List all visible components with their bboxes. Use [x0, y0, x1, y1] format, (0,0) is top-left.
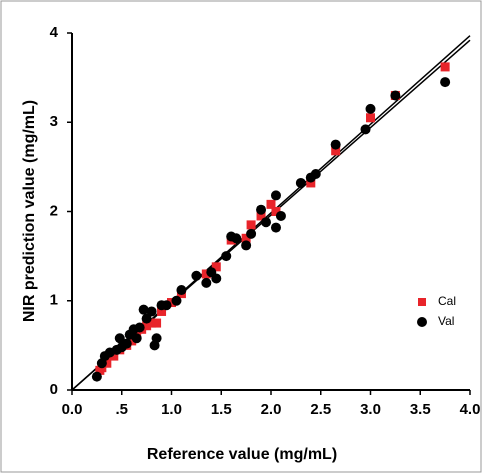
point	[275, 210, 286, 221]
point	[152, 318, 162, 328]
point	[270, 222, 281, 233]
legend	[405, 285, 470, 335]
x-tick-label: 1.5	[211, 401, 232, 418]
point	[266, 199, 276, 209]
point	[390, 90, 401, 101]
point	[131, 333, 142, 344]
point	[360, 124, 371, 135]
x-tick-label: 1.0	[161, 401, 182, 418]
point	[211, 262, 221, 272]
point	[295, 177, 306, 188]
point	[246, 220, 256, 230]
point	[256, 211, 266, 221]
point	[176, 285, 187, 296]
point	[261, 217, 272, 228]
point	[331, 146, 341, 156]
x-tick-label: 3.5	[410, 401, 431, 418]
legend-marker	[418, 298, 426, 306]
point	[440, 62, 450, 72]
y-axis-label: NIR prediction value (mg/mL)	[21, 100, 38, 322]
point	[330, 139, 341, 150]
legend-label: Val	[438, 314, 454, 328]
y-tick-label: 4	[50, 24, 59, 41]
y-tick-label: 1	[50, 292, 58, 309]
point	[134, 322, 145, 333]
x-tick-label: 2.5	[310, 401, 331, 418]
point	[201, 277, 212, 288]
point	[211, 273, 222, 284]
point	[271, 207, 281, 216]
point	[91, 371, 102, 382]
point	[270, 190, 281, 201]
point	[241, 233, 251, 243]
point	[167, 298, 176, 308]
legend-marker	[417, 317, 427, 327]
point	[147, 318, 157, 328]
point	[138, 304, 149, 315]
point	[256, 204, 267, 215]
point	[231, 233, 242, 244]
point	[201, 269, 211, 279]
x-tick-label: 4.0	[460, 401, 481, 418]
point	[157, 306, 167, 316]
point	[127, 336, 137, 346]
point	[310, 169, 321, 180]
point	[440, 77, 451, 88]
point	[241, 240, 252, 251]
y-tick-label: 0	[50, 381, 58, 398]
point	[171, 295, 182, 306]
y-tick-label: 2	[50, 202, 58, 219]
point	[161, 300, 172, 311]
point	[306, 178, 316, 188]
x-tick-label: .5	[115, 401, 128, 418]
point	[141, 313, 152, 324]
x-tick-label: 3.0	[360, 401, 381, 418]
point	[146, 306, 157, 317]
point	[246, 228, 257, 239]
point	[142, 321, 152, 331]
point	[221, 251, 232, 262]
point	[191, 270, 202, 281]
point	[365, 103, 376, 114]
legend-label: Cal	[438, 294, 456, 308]
point	[151, 333, 162, 344]
x-tick-label: 2.0	[261, 401, 282, 418]
x-tick-label: 0.0	[62, 401, 83, 418]
x-axis-label: Reference value (mg/mL)	[147, 446, 337, 463]
point	[366, 113, 375, 123]
point	[114, 333, 125, 344]
y-tick-label: 3	[50, 113, 58, 130]
point	[109, 351, 119, 361]
point	[121, 338, 132, 349]
